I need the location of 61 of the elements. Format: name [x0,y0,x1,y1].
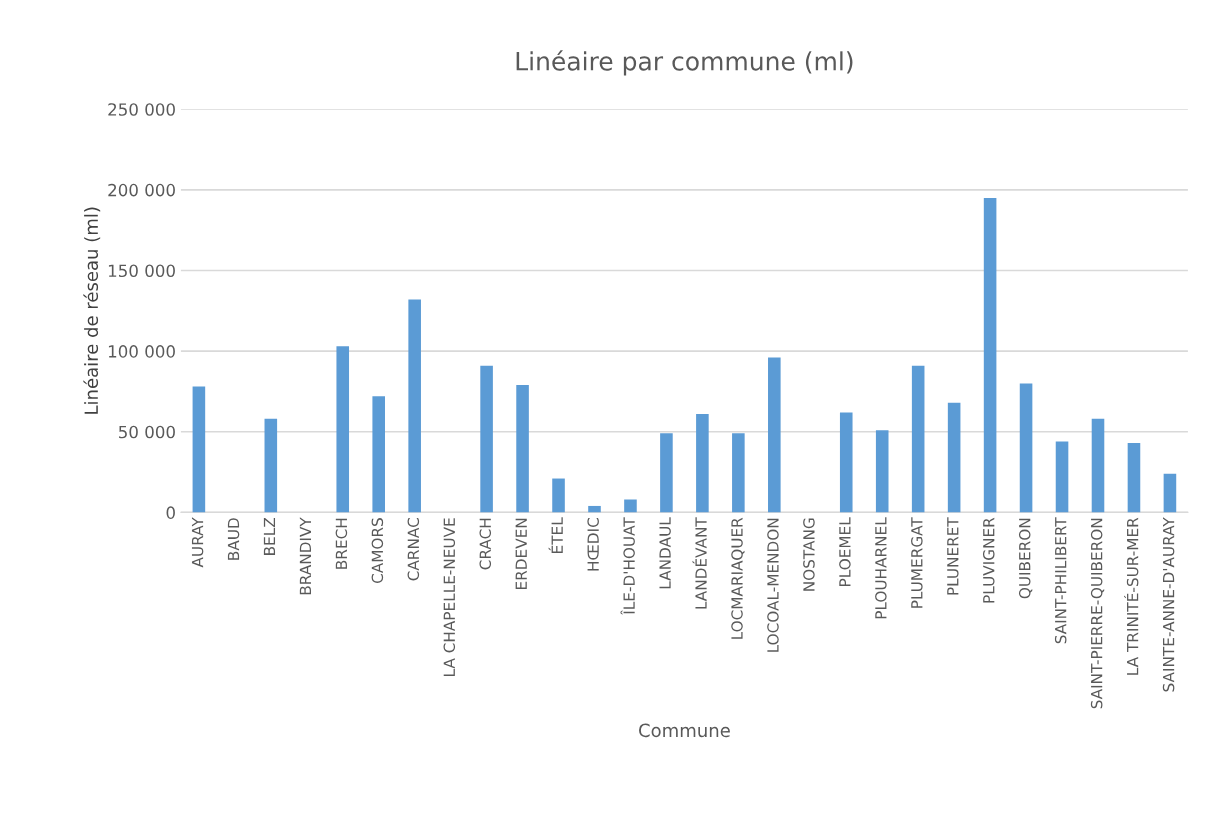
bar [660,433,673,513]
x-tick-label: LANDAUL [659,517,671,589]
bar [983,197,997,513]
y-tick-label: 250 000 [108,103,175,116]
chart-title: Linéaire par commune (ml) [516,50,853,76]
x-tick-label: BELZ [263,517,276,555]
x-tick-label: LA CHAPELLE-NEUVE [443,518,456,676]
x-tick-label: SAINTE-ANNE-D'AURAY [1162,517,1175,692]
bar [1127,443,1141,513]
bar [336,346,350,513]
y-tick-label: 150 000 [108,264,175,278]
x-tick-label: BAUD [227,518,240,560]
x-tick-label: PLUNERET [947,517,959,595]
bar [192,386,206,513]
bar [911,365,925,513]
x-tick-label: LA TRINITÉ-SUR-MER [1124,517,1139,675]
x-tick-label: BRANDIVY [299,517,311,595]
x-tick-label: PLUMERGAT [911,517,923,608]
bar [696,414,709,513]
bar [839,412,853,513]
x-tick-label: ERDEVEN [515,518,527,589]
bar [732,433,745,513]
y-tick-label: 200 000 [108,183,175,197]
x-tick-label: LANDÉVANT [692,517,707,609]
x-axis-title: Commune [639,723,730,738]
bar [1163,473,1177,513]
x-tick-label: SAINT-PIERRE-QUIBERON [1090,518,1105,709]
x-tick-label: SAINT-PHILIBERT [1054,517,1067,644]
bar [1055,441,1069,513]
x-tick-label: PLOEMEL [839,517,851,586]
y-tick-label: 100 000 [108,345,175,358]
bar [408,299,421,513]
y-axis-title: Linéaire de réseau (ml) [83,207,101,414]
bar [552,478,565,513]
y-tick-label: 50 000 [119,425,175,439]
bar [372,396,385,513]
bar [1019,383,1033,513]
x-tick-label: ÉTEL [548,517,563,553]
x-tick-label: CAMORS [371,518,384,584]
x-tick-label: LOCOAL-MENDON [767,518,779,652]
x-tick-label: QUIBERON [1018,518,1033,599]
x-tick-label: CRACH [479,518,492,570]
x-tick-label: ÎLE-D'HOUAT [620,517,635,615]
bar [480,365,493,513]
bar [947,402,961,513]
x-tick-label: PLOUHARNEL [875,517,887,619]
bar [1091,418,1105,513]
x-tick-label: BRECH [335,518,348,569]
bar [264,418,278,513]
bar [516,384,529,513]
x-tick-label: PLUVIGNER [982,517,995,603]
x-tick-label: LOCMARIAQUER [731,517,745,639]
x-tick-label: NOSTANG [803,518,815,591]
bar [768,357,781,513]
x-tick-label: AURAY [191,517,204,568]
y-tick-label: 0 [166,506,175,519]
x-tick-label: CARNAC [407,518,420,581]
bar [588,505,601,513]
bar [875,430,889,513]
x-tick-label: HŒDIC [587,518,599,571]
bar [624,499,637,513]
